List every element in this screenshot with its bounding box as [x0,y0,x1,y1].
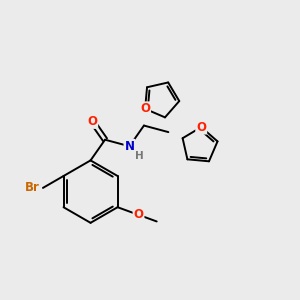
Text: Br: Br [25,182,40,194]
Text: O: O [134,208,143,221]
Text: O: O [87,115,97,128]
Text: O: O [196,121,206,134]
Text: H: H [136,151,144,161]
Text: O: O [140,102,150,115]
Text: N: N [124,140,134,153]
